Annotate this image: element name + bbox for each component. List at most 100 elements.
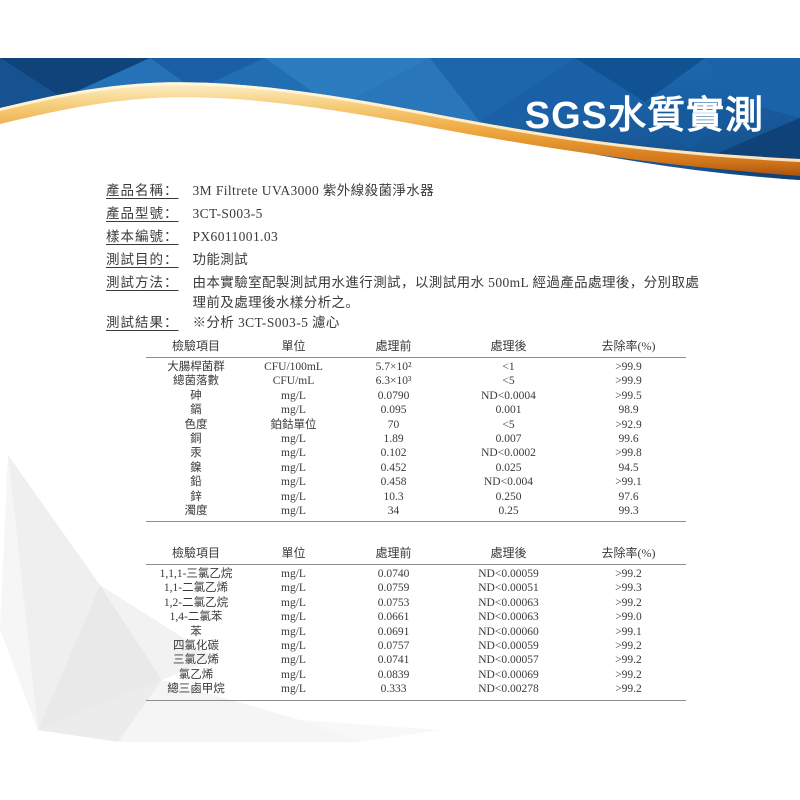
- table-row: 四氯化碳 mg/L 0.0757 ND<0.00059 >99.2: [146, 639, 686, 653]
- info-section: 產品名稱： 3M Filtrete UVA3000 紫外線殺菌淨水器產品型號： 3C…: [106, 181, 712, 336]
- table-cell: ND<0.00051: [478, 582, 539, 595]
- table-cell: mg/L: [281, 404, 306, 417]
- table-row: 鎘 mg/L 0.095 0.001 98.9: [146, 403, 686, 417]
- table-cell: 四氯化碳: [173, 639, 219, 652]
- table-cell: >99.8: [615, 447, 642, 460]
- table-row: 1,4-二氯苯 mg/L 0.0661 ND<0.00063 >99.0: [146, 610, 686, 624]
- table-cell: >99.9: [615, 361, 642, 373]
- info-row: 產品型號： 3CT-S003-5: [106, 204, 712, 227]
- table-cell: >99.2: [615, 654, 642, 667]
- table-cell: 0.001: [495, 404, 522, 417]
- table-cell: 0.458: [380, 476, 407, 489]
- table-cell: 0.0740: [377, 568, 410, 580]
- info-value: 功能測試: [192, 252, 249, 267]
- table-row: 苯 mg/L 0.0691 ND<0.00060 >99.1: [146, 625, 686, 639]
- table-cell: 5.7×10²: [375, 361, 412, 373]
- table-cell: 0.0661: [377, 611, 410, 624]
- table-cell: 鋅: [190, 490, 202, 503]
- table-cell: 0.452: [380, 461, 407, 474]
- table-cell: 1,1-二氯乙烯: [163, 582, 229, 595]
- table-row: 色度 鉑鈷單位 70 <5 >92.9: [146, 418, 686, 432]
- table-cell: mg/L: [281, 639, 306, 652]
- table-cell: mg/L: [281, 476, 306, 489]
- column-header: 處理前: [375, 339, 412, 353]
- info-value: ※分析 3CT-S003-5 濾心: [192, 315, 340, 330]
- info-value: 3CT-S003-5: [192, 206, 263, 221]
- info-value: PX6011001.03: [192, 229, 279, 244]
- column-header: 處理後: [490, 339, 527, 353]
- result-table-organics: 檢驗項目 單位 處理前 處理後 去除率(%) 1,1,1-三氯乙烷 mg/L 0.0740 ND…: [146, 543, 686, 701]
- table-cell: mg/L: [281, 668, 306, 681]
- info-value: 3M Filtrete UVA3000 紫外線殺菌淨水器: [192, 183, 435, 198]
- table-cell: 氯乙烯: [178, 668, 214, 681]
- table-cell: mg/L: [281, 611, 306, 624]
- table-cell: mg/L: [281, 432, 306, 445]
- table-cell: 0.0790: [377, 389, 410, 402]
- table-cell: 1.89: [383, 432, 404, 445]
- table-cell: >99.5: [615, 389, 642, 402]
- info-label: 測試目的：: [106, 252, 179, 267]
- table-row: 總菌落數 CFU/mL 6.3×10³ <5 >99.9: [146, 374, 686, 388]
- table-cell: 98.9: [618, 404, 639, 417]
- table-cell: >99.3: [615, 582, 642, 595]
- table-cell: >99.1: [615, 625, 642, 638]
- table-cell: 0.250: [495, 490, 522, 503]
- info-label: 測試方法：: [106, 275, 179, 290]
- column-header: 檢驗項目: [171, 546, 220, 560]
- table-row: 銅 mg/L 1.89 0.007 99.6: [146, 432, 686, 446]
- info-row: 測試方法： 由本實驗室配製測試用水進行測試，以測試用水 500mL 經過產品處理後…: [106, 273, 712, 313]
- table-cell: 0.0741: [377, 654, 410, 667]
- table-cell: ND<0.00057: [478, 654, 539, 667]
- table-cell: mg/L: [281, 625, 306, 638]
- column-header: 去除率(%): [601, 546, 656, 560]
- result-table-microbial-metals: 檢驗項目 單位 處理前 處理後 去除率(%) 大腸桿菌群 CFU/100mL 5.7×10² <…: [146, 336, 686, 523]
- column-header: 處理前: [375, 546, 412, 560]
- table-row: 汞 mg/L 0.102 ND<0.0002 >99.8: [146, 446, 686, 460]
- table-cell: 鉑鈷單位: [270, 418, 317, 431]
- table-row: 氯乙烯 mg/L 0.0839 ND<0.00069 >99.2: [146, 668, 686, 682]
- table-cell: 1,4-二氯苯: [169, 611, 223, 624]
- table-row: 鋅 mg/L 10.3 0.250 97.6: [146, 490, 686, 504]
- table-cell: <5: [502, 418, 515, 431]
- table-cell: 0.025: [495, 461, 522, 474]
- table-cell: ND<0.00060: [478, 625, 539, 638]
- table-cell: ND<0.0002: [481, 447, 536, 460]
- table-cell: <5: [502, 375, 515, 388]
- table-cell: 銅: [190, 432, 202, 445]
- table-cell: ND<0.00059: [478, 639, 539, 652]
- table-cell: ND<0.00278: [478, 683, 539, 696]
- info-label: 測試結果：: [106, 315, 179, 330]
- table-cell: ND<0.00059: [478, 568, 539, 580]
- table-cell: 94.5: [618, 461, 639, 474]
- table-cell: 鎳: [190, 461, 202, 474]
- table-cell: 0.095: [380, 404, 407, 417]
- table-cell: mg/L: [281, 582, 306, 595]
- table-cell: >99.2: [615, 683, 642, 696]
- table-cell: >99.2: [615, 668, 642, 681]
- table-cell: 0.0753: [377, 596, 410, 609]
- table-row: 砷 mg/L 0.0790 ND<0.0004 >99.5: [146, 389, 686, 403]
- table-cell: <1: [502, 361, 515, 373]
- table-cell: 0.102: [380, 447, 407, 460]
- table-row: 1,1-二氯乙烯 mg/L 0.0759 ND<0.00051 >99.3: [146, 581, 686, 595]
- banner-graphic: [0, 58, 800, 180]
- table-cell: mg/L: [281, 504, 306, 517]
- info-label: 樣本編號：: [106, 229, 179, 244]
- table-cell: 大腸桿菌群: [167, 361, 225, 373]
- table-cell: 三氯乙烯: [173, 654, 219, 667]
- table-cell: 70: [387, 418, 400, 431]
- info-label: 產品名稱：: [106, 183, 179, 198]
- watermark-polygons: [0, 455, 440, 742]
- info-row: 測試目的： 功能測試: [106, 250, 712, 273]
- table-row: 鎳 mg/L 0.452 0.025 94.5: [146, 461, 686, 475]
- column-header: 處理後: [490, 546, 527, 560]
- table-cell: ND<0.0004: [481, 389, 536, 402]
- table-row: 大腸桿菌群 CFU/100mL 5.7×10² <1 >99.9: [146, 360, 686, 374]
- table-row: 1,2-二氯乙烷 mg/L 0.0753 ND<0.00063 >99.2: [146, 596, 686, 610]
- table-cell: 總菌落數: [173, 375, 219, 388]
- banner-gold-ribbon: [0, 82, 800, 176]
- table-cell: mg/L: [281, 596, 306, 609]
- table-cell: 34: [387, 504, 400, 517]
- table-cell: ND<0.00069: [478, 668, 539, 681]
